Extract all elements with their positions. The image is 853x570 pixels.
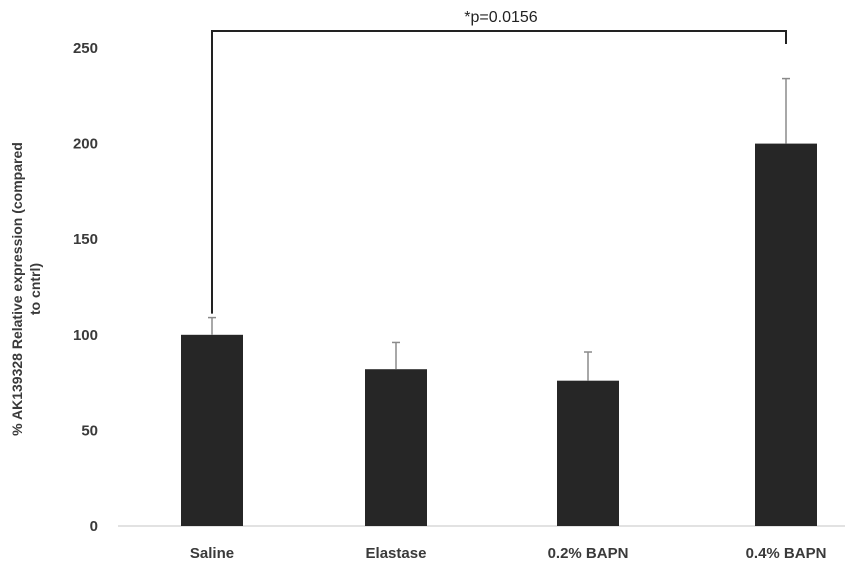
x-tick-label: Saline <box>190 545 234 562</box>
x-tick-label: Elastase <box>366 545 427 562</box>
y-tick-label: 250 <box>73 40 98 57</box>
y-tick-label: 150 <box>73 231 98 248</box>
x-tick-label: 0.2% BAPN <box>548 545 629 562</box>
bars-group <box>181 143 817 526</box>
significance-label: *p=0.0156 <box>464 9 538 26</box>
y-axis-label-line-1: % AK139328 Relative expression (compared <box>9 142 25 436</box>
y-axis-label-line-2: to cntrl) <box>27 263 43 315</box>
y-tick-label: 200 <box>73 136 98 153</box>
y-axis-label: % AK139328 Relative expression (compared… <box>9 142 43 436</box>
y-tick-label: 50 <box>81 422 98 439</box>
y-axis-ticks: 0 50 100 150 200 250 <box>73 40 98 535</box>
bar-elastase <box>365 369 427 526</box>
y-tick-label: 100 <box>73 327 98 344</box>
bar-0-2-bapn <box>557 380 619 526</box>
y-tick-label: 0 <box>90 518 98 535</box>
significance-annotation: *p=0.0156 <box>211 9 787 314</box>
x-tick-label: 0.4% BAPN <box>746 545 827 562</box>
error-bars-group <box>208 77 790 381</box>
significance-bracket <box>211 30 787 314</box>
bar-0-4-bapn <box>755 143 817 526</box>
x-axis-ticks: Saline Elastase 0.2% BAPN 0.4% BAPN <box>190 545 827 562</box>
bar-saline <box>181 334 243 526</box>
